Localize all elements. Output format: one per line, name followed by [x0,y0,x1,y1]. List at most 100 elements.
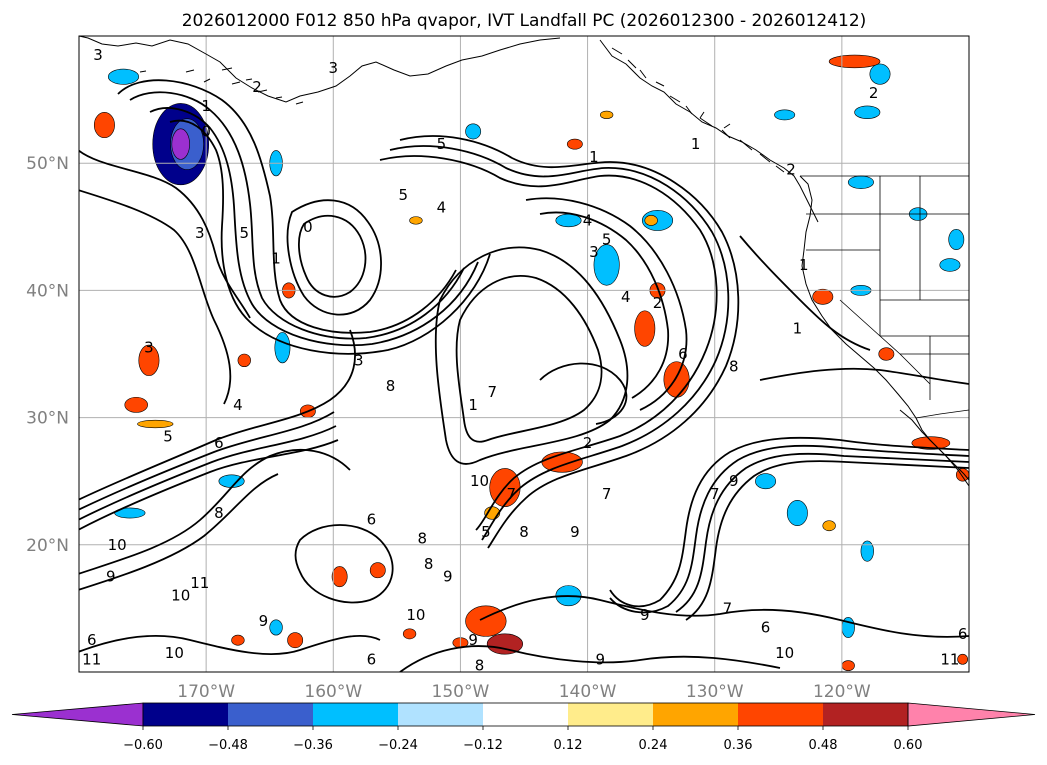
contour-label: 6 [367,510,377,528]
anomaly-shading [107,68,140,85]
contour-label: 5 [163,428,173,446]
bc-coastline [599,39,819,223]
contour-label: 6 [87,631,97,649]
contour-line [149,107,479,347]
anomaly-shading [237,353,251,368]
longitude-label: 150°W [432,682,490,702]
contour-label: 6 [367,650,377,668]
contour-line [759,367,969,385]
contour-label: 9 [468,631,478,649]
anomaly-shading [860,540,874,562]
anomaly-shading [786,499,808,527]
colorbar-tick-label: −0.12 [463,738,503,753]
anomaly-shading [93,112,115,139]
anomaly-shading [948,229,965,250]
contour-label: 10 [470,472,489,490]
contour-line [609,436,969,608]
contour-label: 8 [475,657,485,675]
contour-label: 3 [589,243,599,261]
mexico-us-border [915,409,969,419]
contour-label: 7 [723,599,733,617]
shading-layer [93,54,969,672]
longitude-labels: 170°W 160°W 150°W 140°W 130°W 120°W [177,682,871,702]
contour-label: 8 [424,555,434,573]
contour-label: 11 [940,650,959,668]
anomaly-shading [124,396,148,413]
contour-label: 1 [691,135,701,153]
colorbar-tick-label: −0.60 [123,738,163,753]
longitude-label: 130°W [686,682,744,702]
contour-label: 5 [240,224,250,242]
anomaly-shading [841,660,855,672]
contour-line [294,524,394,604]
contour-line [455,275,603,443]
contour-line [685,460,969,621]
anomaly-shading [663,361,690,398]
contour-line [675,452,969,613]
anomaly-shading [634,310,656,347]
contour-label: 9 [443,568,453,586]
contour-label: 3 [144,339,154,357]
contour-line [169,119,491,355]
longitude-label: 160°W [304,682,362,702]
figure-title: 2026012000 F012 850 hPa qvapor, IVT Land… [182,11,867,31]
contour-label: 7 [507,485,517,503]
contour-line [298,215,367,298]
colorbar-tick-label: 0.48 [809,738,838,753]
contour-line [79,473,279,591]
contour-label: 1 [793,320,803,338]
anomaly-shading [774,109,796,121]
contour-label: 6 [761,618,771,636]
contour-line [79,329,356,501]
colorbar-bin [823,703,908,726]
contour-line [379,155,718,531]
coastlines [79,36,969,487]
alaska-coastline [79,36,561,103]
contour-label: 2 [869,84,879,102]
contour-label: 1 [799,256,809,274]
colorbar-extend-max [907,702,1036,727]
ivt-contours [79,79,969,672]
contour-line [539,211,670,399]
longitude-label: 120°W [813,682,871,702]
contour-label: 8 [386,377,396,395]
contour-line [389,145,730,541]
contour-label: 9 [106,568,116,586]
baja-coastline [899,409,969,487]
contour-line [79,634,381,656]
latitude-label: 30°N [26,409,69,429]
contour-label: 9 [570,523,580,541]
contour-label: 9 [596,650,606,668]
contour-label: 8 [729,358,739,376]
contour-line [525,197,688,411]
contour-label: 8 [214,504,224,522]
contour-label: 3 [195,224,205,242]
colorbar-bin [483,703,568,726]
anomaly-shading [555,213,582,228]
colorbar-bin [313,703,398,726]
contour-label: 1 [201,97,211,115]
colorbar-tick-label: −0.48 [208,738,248,753]
anomaly-shading [369,562,386,579]
colorbar: −0.60 −0.48 −0.36 −0.24 −0.12 0.12 0.24 0.36 0.4… [11,702,1036,753]
colorbar-bin [228,703,313,726]
anomaly-shading [486,633,524,655]
political-borders [800,175,969,419]
contour-line [79,189,232,405]
contour-line [79,449,351,575]
anomaly-shading [911,436,951,450]
contour-label: 8 [418,529,428,547]
contour-label: 3 [329,59,339,77]
anomaly-shading [465,123,482,140]
latitude-labels: 50°N 40°N 30°N 20°N [26,154,69,556]
contour-label: 7 [710,485,720,503]
contour-label: 3 [354,351,364,369]
longitude-label: 140°W [559,682,617,702]
contour-label: 2 [653,294,663,312]
contour-label: 6 [958,625,968,643]
colorbar-tick-label: −0.36 [293,738,333,753]
colorbar-bin [568,703,653,726]
